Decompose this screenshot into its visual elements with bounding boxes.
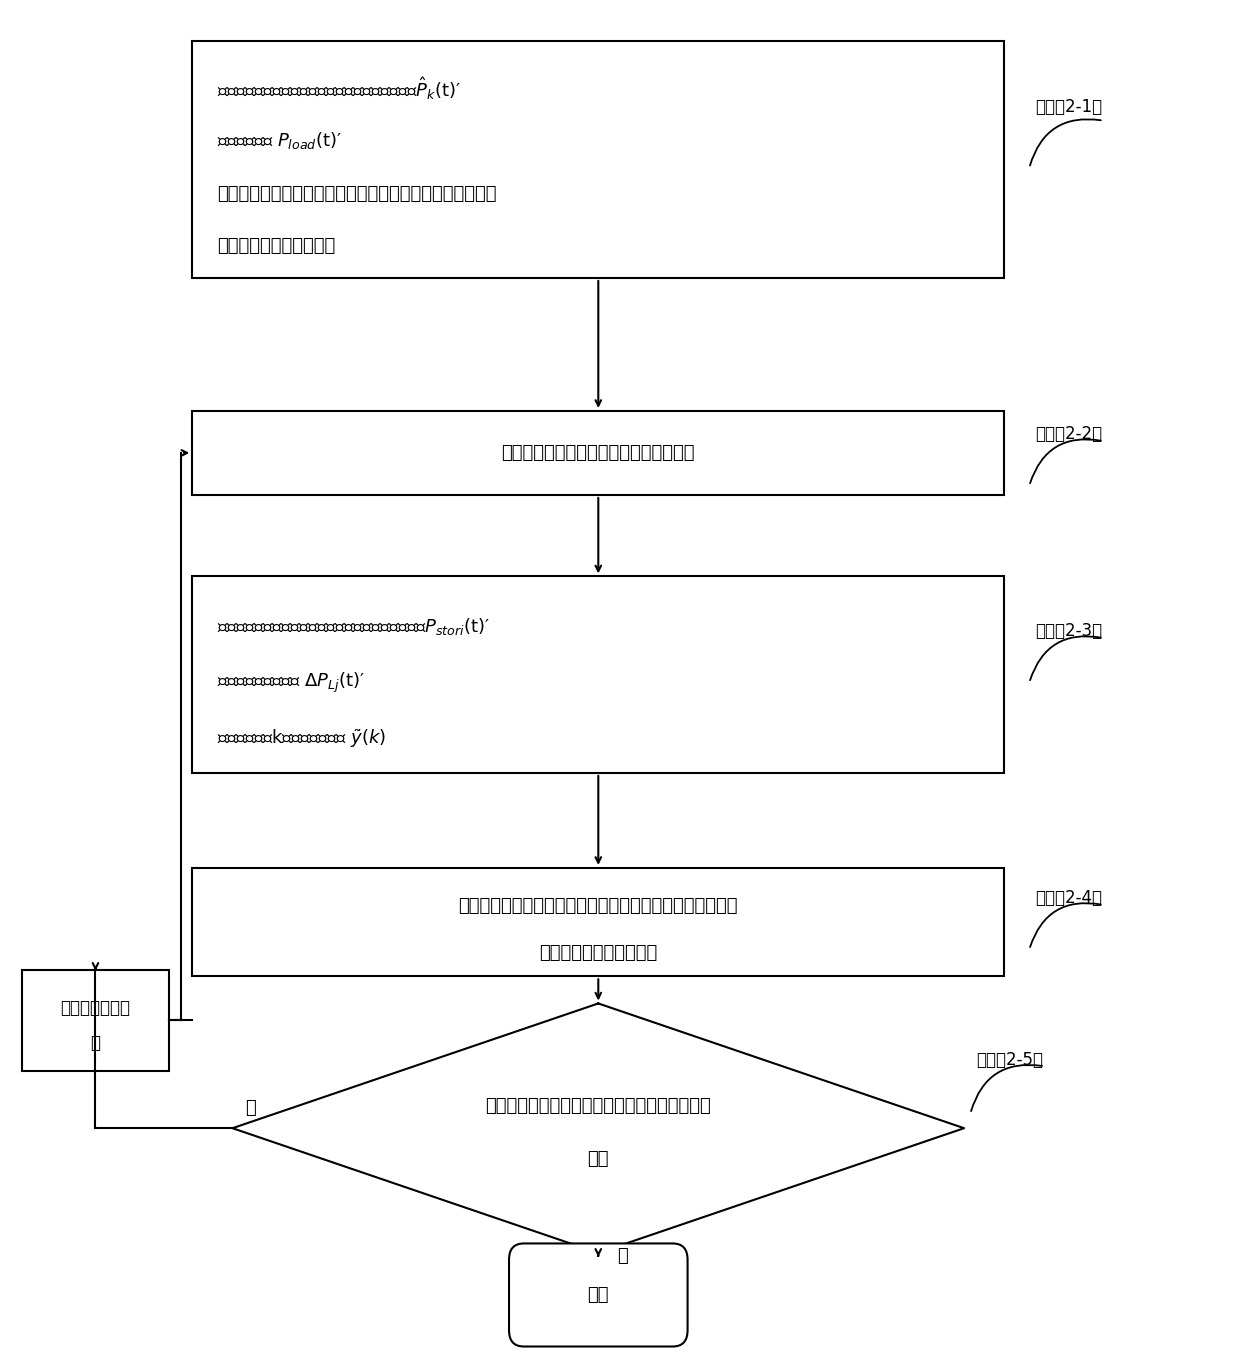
Bar (22, 970, 169, 1071)
Text: 是: 是 (618, 1248, 627, 1265)
Text: 步骤（2-3）: 步骤（2-3） (1035, 622, 1102, 640)
Bar (192, 411, 1004, 495)
Text: 果: 果 (91, 1033, 100, 1052)
Text: 构建主动配电网短时间尺度优化调度模型: 构建主动配电网短时间尺度优化调度模型 (501, 443, 696, 462)
Text: 、负荷预测值 $P_{load}$(t)′: 、负荷预测值 $P_{load}$(t)′ (217, 130, 342, 152)
FancyBboxPatch shape (508, 1243, 687, 1347)
Text: 步骤（2-1）: 步骤（2-1） (1035, 98, 1102, 117)
Text: 根据反馈修正结: 根据反馈修正结 (61, 999, 130, 1017)
Text: 及解序列中第k时刻的优化结果 $\tilde{y}(k)$: 及解序列中第k时刻的优化结果 $\tilde{y}(k)$ (217, 728, 386, 750)
Text: 获取短时间尺度下主动配电网的分布式电源预测值$\hat{P}_k$(t)′: 获取短时间尺度下主动配电网的分布式电源预测值$\hat{P}_k$(t)′ (217, 75, 461, 102)
Text: 步骤（2-4）: 步骤（2-4） (1035, 890, 1102, 907)
Text: 根据主动配电网的实时运行状态对主动配电网短时间尺度优: 根据主动配电网的实时运行状态对主动配电网短时间尺度优 (459, 896, 738, 914)
Text: 化调度模型进行反馈修正: 化调度模型进行反馈修正 (539, 944, 657, 961)
Text: 、柔性负荷输出功率 $\Delta P_{Lj}$(t)′: 、柔性负荷输出功率 $\Delta P_{Lj}$(t)′ (217, 671, 365, 696)
Text: 尺度优化调度的优化结果: 尺度优化调度的优化结果 (217, 237, 335, 255)
Text: 否: 否 (246, 1098, 255, 1117)
Bar (192, 868, 1004, 976)
Text: 结束: 结束 (588, 1285, 609, 1304)
Text: 过程: 过程 (588, 1150, 609, 1169)
Bar (192, 41, 1004, 278)
Text: 步骤（2-5）: 步骤（2-5） (977, 1051, 1044, 1069)
Text: 长时间尺度优化周期结束或者人为中断优化调度: 长时间尺度优化周期结束或者人为中断优化调度 (485, 1097, 712, 1115)
Bar (192, 576, 1004, 773)
Text: 、储能可调容量和柔性负荷可调容量以及主动配电网长时间: 、储能可调容量和柔性负荷可调容量以及主动配电网长时间 (217, 184, 496, 202)
Text: 获取主动配电网短时间尺度优化调度的储能输出功率$P_{stori}$(t)′: 获取主动配电网短时间尺度优化调度的储能输出功率$P_{stori}$(t)′ (217, 617, 490, 637)
Text: 步骤（2-2）: 步骤（2-2） (1035, 426, 1102, 443)
